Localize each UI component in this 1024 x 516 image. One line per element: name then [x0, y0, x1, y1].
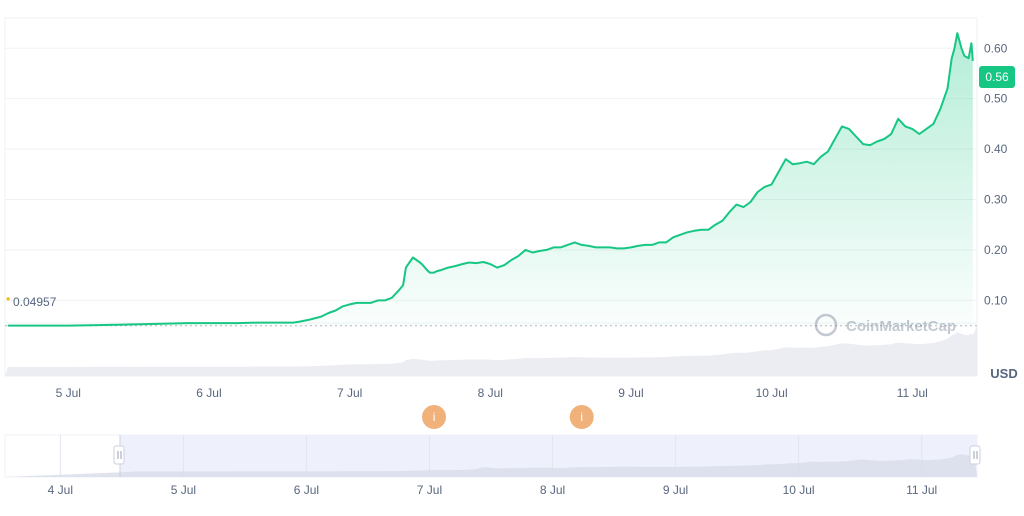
x-tick-label: 5 Jul	[56, 386, 81, 400]
y-tick-label: 0.10	[984, 293, 1008, 307]
event-marker-circle	[422, 405, 447, 429]
open-price-marker-icon: •	[6, 292, 10, 306]
x-tick-label: 10 Jul	[756, 386, 788, 400]
event-marker-icon[interactable]: i	[422, 405, 447, 429]
coinmarketcap-logo-icon	[814, 313, 838, 337]
event-marker-label: i	[433, 410, 436, 424]
navigator-series	[5, 454, 977, 477]
navigator-right-handle[interactable]	[969, 445, 981, 465]
price-badge-value: 0.56	[985, 70, 1009, 84]
navigator-x-tick-label: 11 Jul	[906, 483, 937, 497]
x-tick-label: 6 Jul	[196, 386, 221, 400]
x-tick-label: 11 Jul	[897, 386, 928, 400]
x-axis: 5 Jul 6 Jul 7 Jul 8 Jul 9 Jul 10 Jul 11 Jul	[56, 386, 928, 400]
navigator-x-axis: 4 Jul 5 Jul 6 Jul 7 Jul 8 Jul 9 Jul 10 Jul 11 J…	[48, 483, 938, 497]
navigator-x-tick-label: 10 Jul	[783, 483, 815, 497]
y-tick-label: 0.20	[984, 243, 1008, 257]
x-tick-label: 9 Jul	[618, 386, 643, 400]
volume-area-shape	[5, 326, 977, 376]
navigator-x-tick-label: 8 Jul	[540, 483, 565, 497]
y-tick-label: 0.60	[984, 41, 1008, 55]
navigator-x-tick-label: 9 Jul	[663, 483, 688, 497]
x-tick-label: 8 Jul	[478, 386, 503, 400]
navigator-x-tick-label: 7 Jul	[417, 483, 442, 497]
open-price-label: • 0.04957	[6, 292, 57, 309]
navigator-x-tick-label: 6 Jul	[294, 483, 319, 497]
event-marker-circle	[569, 405, 594, 429]
x-tick-label: 7 Jul	[337, 386, 362, 400]
event-marker-icon[interactable]: i	[569, 405, 594, 429]
current-price-badge: 0.56	[979, 66, 1015, 88]
price-line	[7, 32, 974, 327]
navigator-x-tick-label: 4 Jul	[48, 483, 73, 497]
volume-area	[5, 326, 977, 376]
open-price-value: 0.04957	[13, 295, 57, 309]
navigator-x-tick-label: 5 Jul	[171, 483, 196, 497]
y-tick-label: 0.30	[984, 193, 1008, 207]
watermark: CoinMarketCap	[814, 313, 956, 337]
price-area-fill	[7, 33, 973, 326]
event-marker-label: i	[580, 410, 583, 424]
watermark-text: CoinMarketCap	[846, 318, 956, 335]
y-tick-label: 0.50	[984, 92, 1008, 106]
currency-label: USD	[990, 366, 1017, 381]
y-tick-label: 0.40	[984, 142, 1008, 156]
price-badge-bg	[979, 66, 1015, 88]
y-axis: 0.10 0.20 0.30 0.40 0.50 0.60	[984, 41, 1008, 307]
navigator-left-handle[interactable]	[113, 445, 125, 465]
navigator-grid	[59, 435, 923, 477]
navigator[interactable]: 4 Jul 5 Jul 6 Jul 7 Jul 8 Jul 9 Jul 10 Jul 11 J…	[4, 434, 981, 497]
